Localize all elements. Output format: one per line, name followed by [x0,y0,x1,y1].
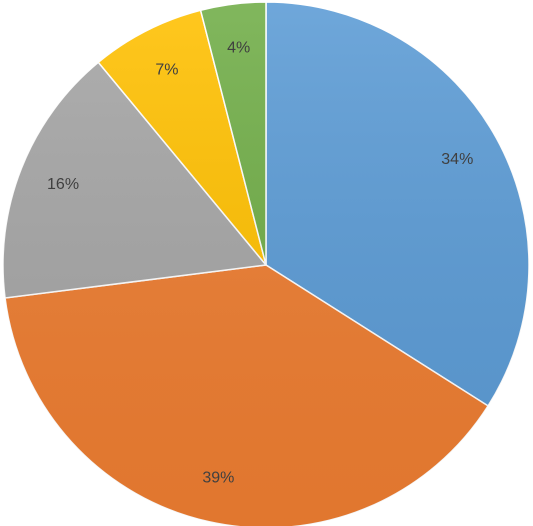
data-label: 39% [202,469,234,486]
data-label: 7% [155,62,178,79]
data-label: 16% [47,176,79,193]
data-label: 4% [227,40,250,57]
data-label: 34% [441,151,473,168]
